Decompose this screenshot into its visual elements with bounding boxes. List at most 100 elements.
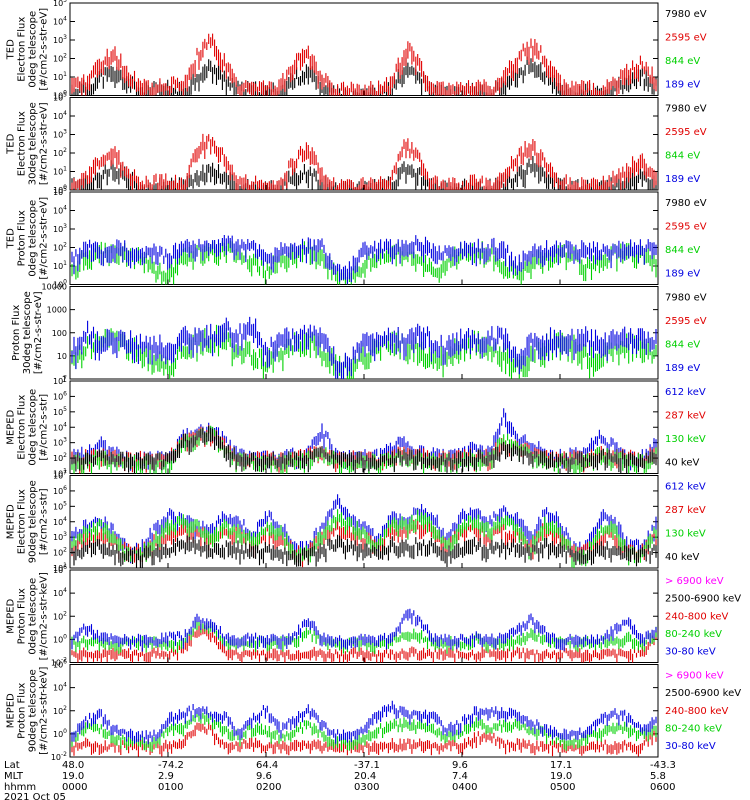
ytick-label: 103 <box>53 34 67 45</box>
series-4 <box>71 608 657 652</box>
ytick-label: 103 <box>53 531 67 542</box>
ytick-label: 106 <box>53 485 67 496</box>
series-marks <box>71 316 657 379</box>
legend-entry: 189 eV <box>665 269 700 280</box>
panel-4: 101 102 103 104 105 106 107 MEPED Electron Flux 0… <box>6 375 706 479</box>
ylabel-line: [#/cm2-s-str-keV] <box>39 667 50 755</box>
panel-6: 10-2 100 102 104 106 MEPED Proton Flux 0deg tel… <box>6 564 742 668</box>
xtick-label: 7.4 <box>452 771 468 782</box>
ytick-label: 106 <box>53 390 67 401</box>
ylabel-line: [#/cm2-s-str-eV] <box>39 102 50 185</box>
ytick-label: 105 <box>53 500 67 511</box>
ylabel-line: MEPED <box>6 504 17 539</box>
ytick-label: 102 <box>53 705 67 716</box>
ylabel-line: 30deg telescope <box>22 291 33 374</box>
legend-entry: 612 keV <box>665 482 706 493</box>
series-marks <box>71 33 657 96</box>
xtick-label: 2.9 <box>158 771 174 782</box>
xrow-label-mlt: MLT <box>4 771 24 782</box>
xtick-label: 0600 <box>650 782 675 793</box>
legend-entry: 189 eV <box>665 174 700 185</box>
ytick-label: 104 <box>53 110 67 121</box>
legend-entry: 189 eV <box>665 363 700 374</box>
legend-entry: > 6900 keV <box>665 671 724 682</box>
ytick-label: 107 <box>53 470 67 481</box>
ytick-label: 103 <box>53 129 67 140</box>
xtick-label: 0400 <box>452 782 477 793</box>
series-3 <box>71 316 657 379</box>
date-label: 2021 Oct 05 <box>4 792 66 800</box>
ytick-label: 100 <box>52 329 67 338</box>
ytick-label: 103 <box>53 437 67 448</box>
legend-entry: 287 keV <box>665 505 706 516</box>
ytick-label: 10000 <box>42 283 67 292</box>
ytick-label: 100 <box>53 728 67 739</box>
ylabel-line: 90deg telescope <box>28 669 39 752</box>
ytick-label: 100 <box>53 184 67 195</box>
ylabel-line: 0deg telescope <box>28 11 39 88</box>
legend-entry: 240-800 keV <box>665 706 729 717</box>
ytick-label: 100 <box>53 633 67 644</box>
ylabel-line: TED <box>6 133 17 154</box>
ylabel-line: MEPED <box>6 409 17 444</box>
legend-entry: 40 keV <box>665 458 699 469</box>
ylabel-line: [#/cm2-s-str-keV] <box>39 572 50 660</box>
xtick-label: 5.8 <box>650 771 666 782</box>
legend-entry: 80-240 keV <box>665 629 722 640</box>
ytick-label: 102 <box>53 610 67 621</box>
legend-entry: 844 eV <box>665 151 700 162</box>
ytick-label: 106 <box>53 564 67 575</box>
xtick-label: 64.4 <box>256 760 278 771</box>
ytick-label: 101 <box>53 468 67 479</box>
ylabel-line: [#/cm2-s-str] <box>39 394 50 461</box>
legend-entry: 2595 eV <box>665 33 707 44</box>
ytick-label: 104 <box>53 16 67 27</box>
series-3 <box>71 426 657 474</box>
xtick-label: 20.4 <box>354 771 376 782</box>
xtick-label: 0500 <box>550 782 575 793</box>
xtick-label: 48.0 <box>62 760 84 771</box>
legend-entry: 30-80 keV <box>665 741 716 752</box>
ytick-label: 105 <box>53 92 67 103</box>
legend-entry: > 6900 keV <box>665 576 724 587</box>
ylabel-line: Electron Flux <box>17 111 28 176</box>
legend-entry: 40 keV <box>665 552 699 563</box>
ylabel-line: [#/cm2-s-str-eV] <box>39 197 50 280</box>
ylabel-line: 0deg telescope <box>28 200 39 277</box>
ytick-label: 100 <box>53 279 67 290</box>
legend-entry: 2500-6900 keV <box>665 594 741 605</box>
legend-entry: 130 keV <box>665 434 706 445</box>
legend-entry: 30-80 keV <box>665 647 716 658</box>
legend-entry: 844 eV <box>665 340 700 351</box>
series-marks <box>71 534 657 568</box>
ytick-label: 1000 <box>47 306 67 315</box>
xtick-label: 0200 <box>256 782 281 793</box>
series-4 <box>71 700 657 745</box>
panel-3: 1 10 100 1000 10000 Proton Flux 30deg telescop… <box>11 283 707 385</box>
ytick-label: 103 <box>53 223 67 234</box>
series-marks <box>71 235 657 285</box>
legend-entry: 7980 eV <box>665 198 707 209</box>
legend-entry: 189 eV <box>665 80 700 91</box>
xtick-label: -74.2 <box>158 760 184 771</box>
panel-frame <box>69 2 659 96</box>
xtick-label: 19.0 <box>62 771 84 782</box>
ytick-label: 10 <box>57 352 67 361</box>
xtick-label: 19.0 <box>550 771 572 782</box>
ytick-label: 100 <box>53 90 67 101</box>
ytick-label: 102 <box>53 242 67 253</box>
series-3 <box>71 235 657 285</box>
ytick-label: 105 <box>53 406 67 417</box>
xtick-label: -37.1 <box>354 760 380 771</box>
ylabel-line: 90deg telescope <box>28 480 39 563</box>
ylabel-line: Proton Flux <box>17 588 28 644</box>
ytick-label: 105 <box>53 186 67 197</box>
ylabel-line: Proton Flux <box>11 305 22 361</box>
xtick-label: 0300 <box>354 782 379 793</box>
series-marks <box>71 608 657 652</box>
ytick-label: 101 <box>53 166 67 177</box>
ylabel-line: Proton Flux <box>17 210 28 266</box>
xtick-label: 17.1 <box>550 760 572 771</box>
x-axis-labels: Lat MLT hhmm 2021 Oct 05 48.0 -74.2 64.4 -3… <box>4 760 676 800</box>
panel-0: 100 101 102 103 104 105 TED Electron Flux 0deg t… <box>6 0 707 101</box>
